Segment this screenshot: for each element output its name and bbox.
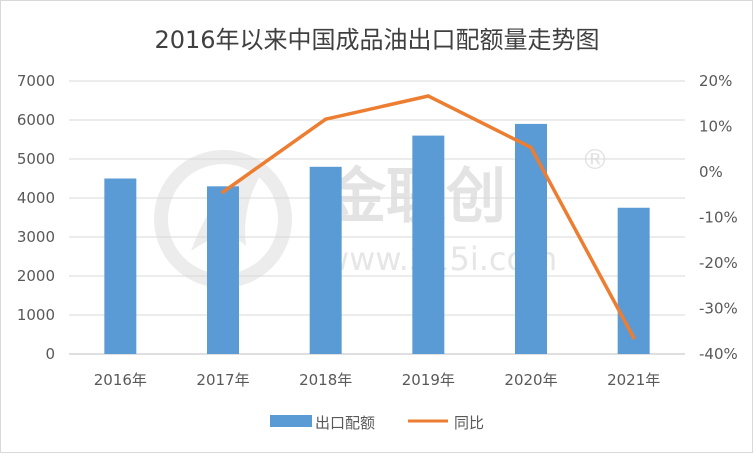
y-tick-label-left: 7000 bbox=[17, 72, 55, 90]
bar bbox=[515, 123, 547, 355]
y-tick-label-right: -40% bbox=[699, 345, 738, 363]
bar-series bbox=[104, 123, 650, 355]
x-tick-label: 2017年 bbox=[196, 371, 249, 389]
line-point bbox=[221, 190, 225, 194]
y-tick-label-right: -30% bbox=[699, 300, 738, 318]
x-tick-label: 2021年 bbox=[607, 371, 660, 389]
x-tick-label: 2020年 bbox=[504, 371, 557, 389]
y-tick-label-left: 5000 bbox=[17, 150, 55, 168]
line-point bbox=[426, 94, 431, 98]
y-tick-label-left: 2000 bbox=[17, 267, 55, 285]
x-tick-label: 2019年 bbox=[402, 371, 455, 389]
gridlines bbox=[69, 80, 685, 355]
legend-label-line: 同比 bbox=[454, 414, 484, 432]
line-point bbox=[323, 117, 328, 122]
legend: 出口配额 同比 bbox=[270, 414, 484, 432]
legend-swatch-bar bbox=[270, 415, 312, 427]
x-tick-label: 2016年 bbox=[94, 371, 147, 389]
y-tick-label-left: 3000 bbox=[17, 228, 55, 246]
chart-title: 2016年以来中国成品油出口配额量走势图 bbox=[154, 26, 599, 54]
line-point bbox=[529, 145, 533, 150]
line-point bbox=[631, 335, 636, 340]
y-axis-left: 0 1000 2000 3000 4000 5000 6000 7000 bbox=[17, 72, 55, 363]
y-tick-label-right: 0% bbox=[699, 163, 723, 181]
line-series bbox=[221, 94, 636, 340]
y-axis-right: -40% -30% -20% -10% 0% 10% 20% bbox=[699, 72, 738, 363]
x-tick-label: 2018年 bbox=[299, 371, 352, 389]
y-tick-label-left: 0 bbox=[45, 345, 55, 363]
bar bbox=[104, 178, 137, 354]
bar bbox=[309, 166, 342, 354]
y-tick-label-right: 10% bbox=[699, 118, 732, 136]
y-tick-label-right: 20% bbox=[699, 72, 732, 90]
x-axis: 2016年 2017年 2018年 2019年 2020年 2021年 bbox=[94, 371, 661, 389]
y-tick-label-right: -20% bbox=[699, 254, 738, 272]
bar bbox=[207, 186, 239, 354]
y-tick-label-left: 1000 bbox=[17, 306, 55, 324]
bar bbox=[617, 207, 650, 354]
bar bbox=[412, 135, 445, 354]
y-tick-label-left: 6000 bbox=[17, 111, 55, 129]
y-tick-label-right: -10% bbox=[699, 209, 738, 227]
y-tick-label-left: 4000 bbox=[17, 189, 55, 207]
legend-label-bar: 出口配额 bbox=[315, 414, 375, 432]
